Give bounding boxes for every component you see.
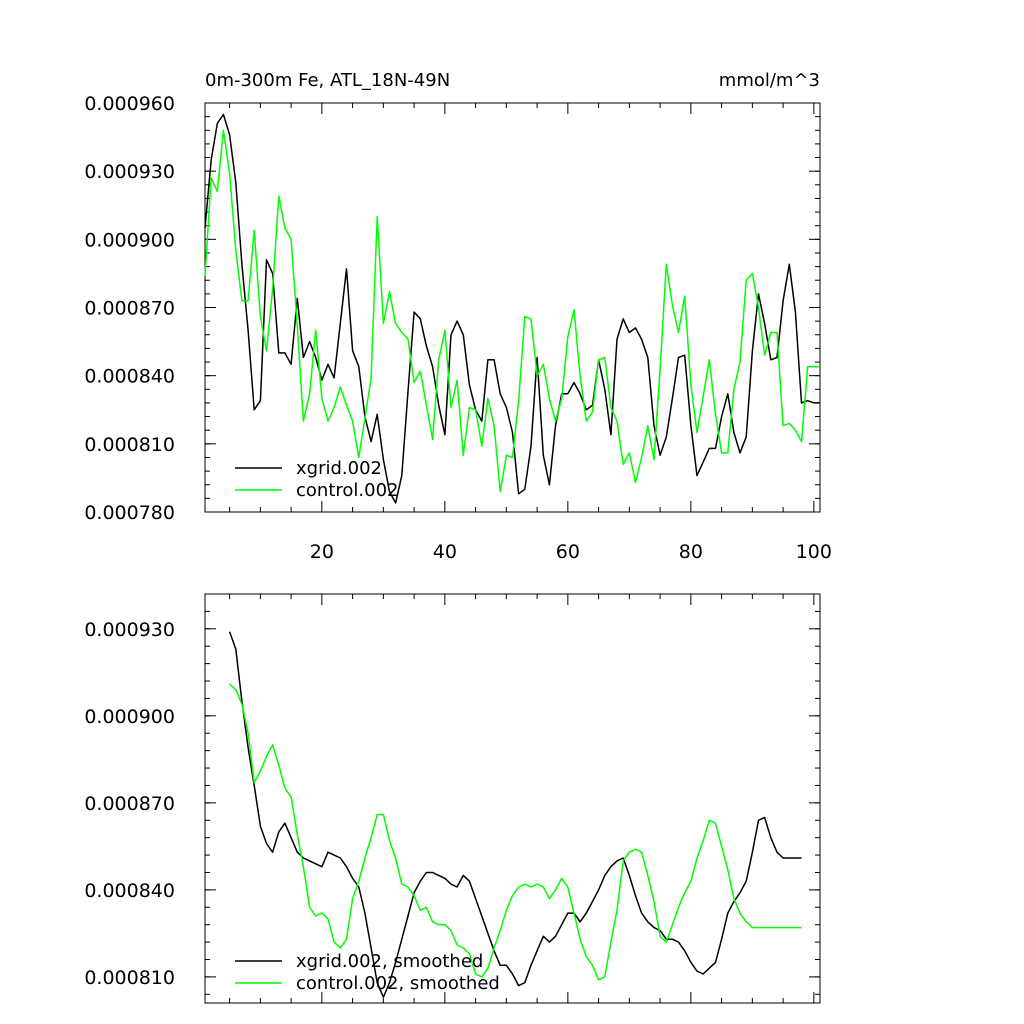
top-y-tick-label: 0.000780	[84, 502, 175, 524]
top-x-tick-label: 20	[310, 541, 334, 563]
bottom-y-tick-label: 0.000870	[84, 793, 175, 815]
top-x-tick-label: 40	[433, 541, 457, 563]
bottom-panel: 0.000810 0.000840 0.000870 0.000900 0.000930…	[84, 593, 821, 1004]
bottom-ticks: 0.000810 0.000840 0.000870 0.000900 0.000930	[84, 593, 820, 1003]
bottom-plot-frame	[204, 593, 821, 1004]
top-series-line-control	[204, 129, 820, 493]
top-y-tick-label: 0.000960	[84, 93, 175, 115]
top-units: mmol/m^3	[719, 70, 820, 91]
bottom-series-line-xgrid	[228, 631, 802, 998]
bottom-y-tick-label: 0.000810	[84, 967, 175, 989]
bottom-legend-label: xgrid.002, smoothed	[296, 951, 483, 972]
top-title: 0m-300m Fe, ATL_18N-49N	[205, 70, 450, 91]
bottom-legend-label: control.002, smoothed	[296, 973, 500, 994]
top-ticks: 0.000780 0.000810 0.000840 0.000870 0.000900…	[84, 93, 832, 563]
bottom-series-line-control	[229, 683, 802, 981]
bottom-lines	[228, 631, 802, 998]
top-legend-label: xgrid.002	[296, 458, 382, 479]
top-y-tick-label: 0.000840	[84, 366, 175, 388]
top-legend-label: control.002	[296, 480, 398, 501]
top-series-line-xgrid	[204, 113, 820, 504]
top-x-tick-label: 60	[556, 541, 580, 563]
bottom-y-tick-label: 0.000900	[84, 706, 175, 728]
bottom-y-tick-label: 0.000930	[84, 619, 175, 641]
top-lines	[204, 113, 820, 504]
top-x-tick-label: 100	[796, 541, 832, 563]
top-panel: 0m-300m Fe, ATL_18N-49N mmol/m^3 0.00078…	[84, 70, 832, 563]
bottom-y-tick-label: 0.000840	[84, 880, 175, 902]
top-y-tick-label: 0.000930	[84, 161, 175, 183]
top-y-tick-label: 0.000810	[84, 434, 175, 456]
top-y-tick-label: 0.000870	[84, 298, 175, 320]
top-y-tick-label: 0.000900	[84, 229, 175, 251]
top-x-tick-label: 80	[679, 541, 703, 563]
